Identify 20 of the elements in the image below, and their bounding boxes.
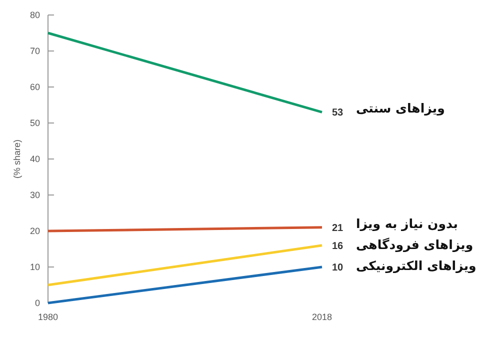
data-label: 10 — [332, 262, 344, 274]
text: بدون نیاز به ویزا — [356, 216, 458, 232]
y-tick-label: 40 — [30, 154, 40, 164]
y-tick-label: 0 — [34, 298, 40, 308]
y-tick-label: 20 — [30, 226, 40, 236]
x-tick-label: 2018 — [312, 312, 332, 322]
data-label: 53 — [332, 108, 344, 119]
x-tick-label: 1980 — [38, 312, 58, 322]
text: ویزاهای الکترونیکی — [356, 258, 476, 274]
y-tick-label: 70 — [30, 46, 40, 56]
text: ویزاهای فرودگاهی — [356, 236, 474, 253]
y-tick-label: 50 — [30, 118, 40, 128]
y-tick-label: 30 — [30, 190, 40, 200]
y-tick-label: 60 — [30, 82, 40, 92]
data-label: 16 — [332, 240, 344, 252]
data-label: 21 — [332, 222, 344, 234]
y-tick-label: 80 — [30, 10, 40, 20]
y-axis-title: (% share) — [12, 139, 22, 179]
y-tick-label: 10 — [30, 262, 40, 272]
text: ویزاهای سنتی — [356, 100, 445, 117]
